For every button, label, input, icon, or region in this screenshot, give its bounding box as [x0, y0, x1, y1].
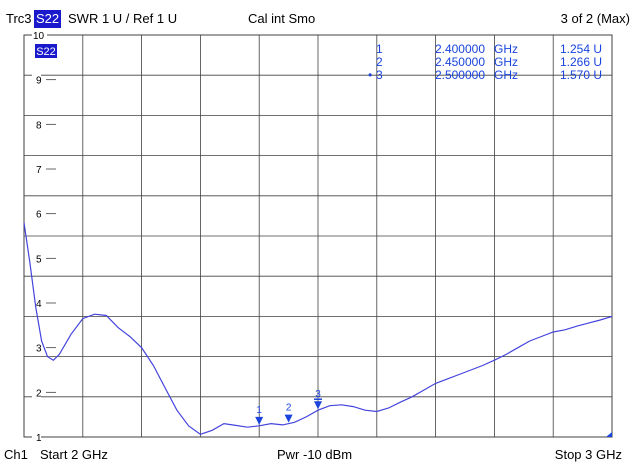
measurement-badge[interactable]: S22 — [34, 10, 62, 28]
format-scale-ref[interactable]: SWR 1 U / Ref 1 U — [68, 11, 178, 26]
y-tick-label-bg — [32, 29, 47, 41]
marker-1-label: 1 — [256, 405, 262, 416]
cal-smo-status[interactable]: Cal int Smo — [248, 11, 316, 26]
y-tick-label-bg — [32, 207, 41, 220]
y-tick-label-bg — [32, 341, 41, 354]
y-tick-label: 7 — [36, 165, 42, 176]
y-tick-label-bg — [32, 73, 41, 86]
marker-table-unit: GHz — [494, 68, 518, 82]
stop-frequency[interactable]: Stop 3 GHz — [554, 447, 622, 462]
y-tick-label: 6 — [36, 210, 42, 221]
marker-table-unit: GHz — [494, 42, 518, 56]
active-marker-dot: • — [368, 68, 372, 82]
channel-name[interactable]: Ch1 — [4, 447, 28, 462]
channel-footer: Ch1 Start 2 GHz Pwr -10 dBm Stop 3 GHz — [0, 444, 634, 473]
marker-table-frequency: 2.500000 — [435, 68, 485, 82]
y-tick-label: 10 — [33, 31, 45, 42]
marker-table-value: 1.570 U — [560, 68, 602, 82]
y-tick-label: 2 — [36, 388, 42, 399]
y-tick-label: 3 — [36, 344, 42, 355]
marker-table: 1 2.400000 GHz 1.254 U 2 2.450000 GHz 1.266 U • 3… — [368, 42, 602, 82]
marker-table-frequency: 2.450000 — [435, 55, 485, 69]
y-tick-label: 5 — [36, 254, 42, 265]
start-frequency[interactable]: Start 2 GHz — [40, 447, 108, 462]
y-tick-label-bg — [32, 118, 41, 131]
marker-table-unit: GHz — [494, 55, 518, 69]
marker-table-frequency: 2.400000 — [435, 42, 485, 56]
marker-table-value: 1.254 U — [560, 42, 602, 56]
y-tick-label-bg — [32, 431, 41, 443]
power-level[interactable]: Pwr -10 dBm — [277, 447, 353, 462]
trace-header: Trc3 S22 SWR 1 U / Ref 1 U Cal int Smo 3… — [0, 0, 634, 30]
marker-table-id: 2 — [376, 55, 383, 69]
y-tick-label: 8 — [36, 120, 42, 131]
marker-3-label: 3 — [315, 389, 321, 400]
marker-table-id: 3 — [376, 68, 383, 82]
marker-3-triangle — [314, 401, 322, 410]
marker-1-triangle — [255, 416, 264, 425]
trace-label-badge — [35, 44, 57, 58]
y-tick-label: 1 — [36, 433, 42, 444]
marker-table-value: 1.266 U — [560, 55, 602, 69]
trace-name[interactable]: Trc3 — [6, 11, 32, 26]
grid — [23, 34, 613, 438]
marker-2-label: 2 — [286, 403, 292, 414]
y-tick-label-bg — [32, 297, 41, 309]
y-axis-ticks: 1 2 3 4 5 6 7 8 9 10 — [32, 29, 56, 444]
marker-count: 3 of 2 (Max) — [560, 11, 630, 26]
y-tick-label-bg — [32, 386, 41, 399]
y-tick-label-bg — [32, 163, 41, 175]
stop-edge-indicator — [606, 432, 612, 437]
marker-table-id: 1 — [376, 42, 383, 56]
y-tick-label-bg — [32, 252, 41, 265]
trace-markers: 1 2 3 — [255, 389, 322, 425]
marker-2-triangle — [284, 414, 293, 423]
s22-trace-line — [23, 222, 613, 435]
trace-label: S22 — [36, 46, 56, 58]
y-tick-label: 9 — [36, 76, 42, 87]
y-tick-label: 4 — [36, 299, 42, 310]
